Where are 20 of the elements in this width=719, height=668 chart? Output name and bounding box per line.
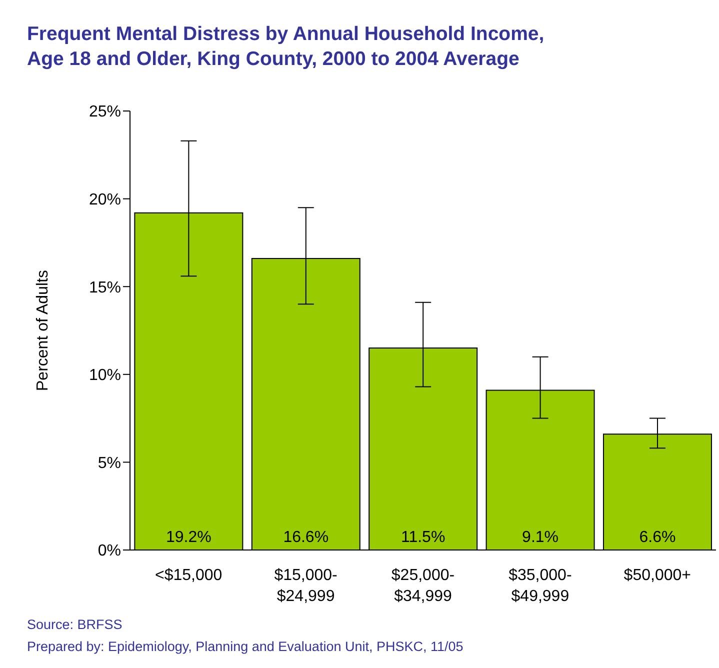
- y-tick-label: 10%: [88, 367, 121, 384]
- x-tick-label: $15,000-$24,999: [274, 567, 338, 605]
- y-tick-label: 0%: [98, 542, 121, 560]
- y-axis-title: Percent of Adults: [34, 270, 52, 391]
- source-note: Source: BRFSS: [27, 616, 124, 634]
- y-tick-label: 5%: [98, 454, 121, 472]
- x-tick-label: $35,000-$49,999: [508, 567, 572, 605]
- text: Prepared by: Epidemiology, Planning and Evaluation Unit, PHSKC, 11/05: [27, 638, 464, 656]
- data-label: 6.6%: [639, 529, 676, 546]
- y-tick-label: 20%: [88, 191, 121, 208]
- y-tick-label: 25%: [88, 104, 121, 121]
- data-label: 11.5%: [400, 529, 446, 546]
- data-label: 16.6%: [283, 529, 329, 546]
- y-tick-label: 15%: [88, 279, 121, 296]
- x-tick-label: $50,000+: [624, 567, 691, 584]
- chart-title: Frequent Mental Distress by Annual Household Income, Age 18 and Older, King County, 2000 to 2004 Average: [27, 22, 544, 72]
- x-tick-label: <$15,000: [155, 567, 222, 584]
- data-label: 19.2%: [166, 529, 212, 546]
- data-label: 9.1%: [522, 529, 559, 546]
- x-tick-label: $25,000-$34,999: [391, 567, 455, 605]
